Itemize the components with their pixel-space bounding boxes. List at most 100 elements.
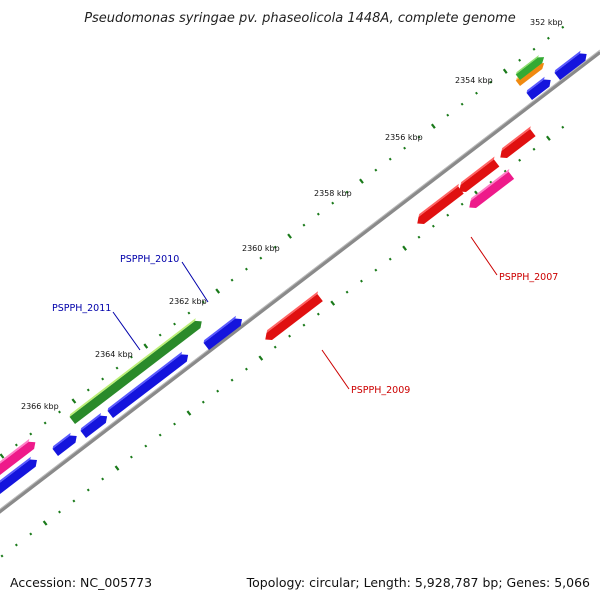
tick-mark (489, 80, 493, 84)
accession-text: Accession: NC_005773 (10, 575, 153, 590)
tick-mark (244, 367, 248, 371)
tick-mark (430, 123, 436, 129)
gene-red (500, 128, 536, 158)
gene-blue (526, 79, 551, 100)
tick-mark (14, 543, 18, 547)
tick-mark (173, 322, 177, 326)
tick-mark (302, 223, 306, 227)
tick-mark (545, 135, 551, 141)
gene-blue (203, 318, 243, 350)
tick-mark (101, 477, 105, 481)
tick-mark (259, 256, 263, 260)
tick-mark (316, 212, 320, 216)
tick-mark (258, 355, 264, 361)
tick-mark (216, 389, 220, 393)
tick-mark (417, 235, 421, 239)
tick-mark (129, 455, 133, 459)
tick-mark (502, 68, 508, 74)
tick-mark (158, 433, 162, 437)
kbp-label-2366: 2366 kbp (21, 402, 59, 411)
tick-mark (0, 453, 5, 459)
gene-label-pspph-2009[interactable]: PSPPH_2009 (351, 385, 410, 396)
tick-mark (186, 410, 192, 416)
genome-backbone (0, 50, 600, 514)
gene-face (460, 156, 495, 185)
gene-label-pspph-2010[interactable]: PSPPH_2010 (120, 254, 179, 265)
tick-mark (58, 510, 61, 514)
gene-face (526, 76, 545, 93)
tick-mark (115, 366, 119, 370)
tick-mark (302, 323, 306, 327)
gene-blue (554, 53, 587, 80)
gene-face (0, 438, 30, 464)
tick-mark (71, 398, 77, 404)
tick-mark (561, 25, 565, 29)
tick-mark (287, 233, 292, 239)
tick-mark (72, 499, 76, 503)
gene-face (554, 50, 581, 73)
gene-pink (0, 441, 36, 475)
tick-mark (475, 91, 478, 95)
tick-mark (403, 146, 407, 150)
tick-mark (101, 377, 105, 381)
gene-face (107, 351, 183, 411)
tick-mark (532, 147, 536, 151)
tick-mark (417, 135, 421, 139)
gene-face (501, 126, 531, 151)
tick-mark (86, 388, 90, 392)
tick-mark (42, 520, 48, 526)
tick-mark (14, 443, 18, 447)
kbp-label-2356: 2356 kbp (385, 133, 423, 142)
tick-mark (518, 58, 522, 62)
gene-blue (107, 354, 189, 418)
gene-face (418, 183, 459, 217)
tick-mark (360, 279, 363, 283)
tick-mark (43, 421, 47, 425)
gene-face (69, 318, 196, 417)
tick-mark (345, 290, 349, 294)
tick-mark (129, 355, 133, 359)
leader-line-2009 (321, 349, 350, 390)
gene-blue (80, 415, 108, 438)
gene-face (266, 291, 319, 333)
gene-label-pspph-2011[interactable]: PSPPH_2011 (52, 303, 111, 314)
tick-mark (402, 245, 407, 251)
tick-mark (374, 268, 378, 272)
inner-tick-track (0, 125, 565, 558)
kbp-label-2360: 2360 kbp (242, 244, 280, 253)
tick-mark (460, 202, 464, 206)
gene-blue (52, 435, 77, 456)
forward-genes (0, 50, 587, 494)
kbp-label-2364: 2364 kbp (95, 350, 133, 359)
genome-summary-text: Topology: circular; Length: 5,928,787 bp… (246, 575, 590, 590)
tick-mark (388, 257, 392, 261)
tick-mark (316, 312, 320, 316)
tick-mark (431, 224, 435, 228)
tick-mark (374, 168, 378, 172)
gene-face (470, 168, 510, 201)
leader-line-2010 (181, 261, 209, 303)
kbp-label-2358: 2358 kbp (314, 189, 352, 198)
tick-mark (388, 157, 392, 161)
leader-line-2007 (470, 236, 498, 276)
tick-mark (215, 288, 221, 294)
tick-mark (532, 47, 536, 51)
reverse-genes (265, 126, 536, 340)
tick-mark (230, 278, 234, 282)
tick-mark (230, 378, 234, 382)
gene-green (515, 57, 545, 80)
tick-mark (446, 113, 450, 117)
tick-mark (143, 343, 149, 349)
tick-mark (561, 125, 565, 129)
kbp-label-352: 352 kbp (530, 18, 563, 27)
gene-green (69, 320, 202, 424)
gene-face (515, 55, 539, 75)
tick-mark (58, 410, 61, 414)
tick-mark (273, 345, 277, 349)
gene-label-pspph-2007[interactable]: PSPPH_2007 (499, 272, 558, 283)
kbp-label-2354: 2354 kbp (455, 76, 493, 85)
tick-mark (331, 201, 335, 205)
tick-mark (0, 554, 4, 558)
gene-face (80, 412, 102, 431)
